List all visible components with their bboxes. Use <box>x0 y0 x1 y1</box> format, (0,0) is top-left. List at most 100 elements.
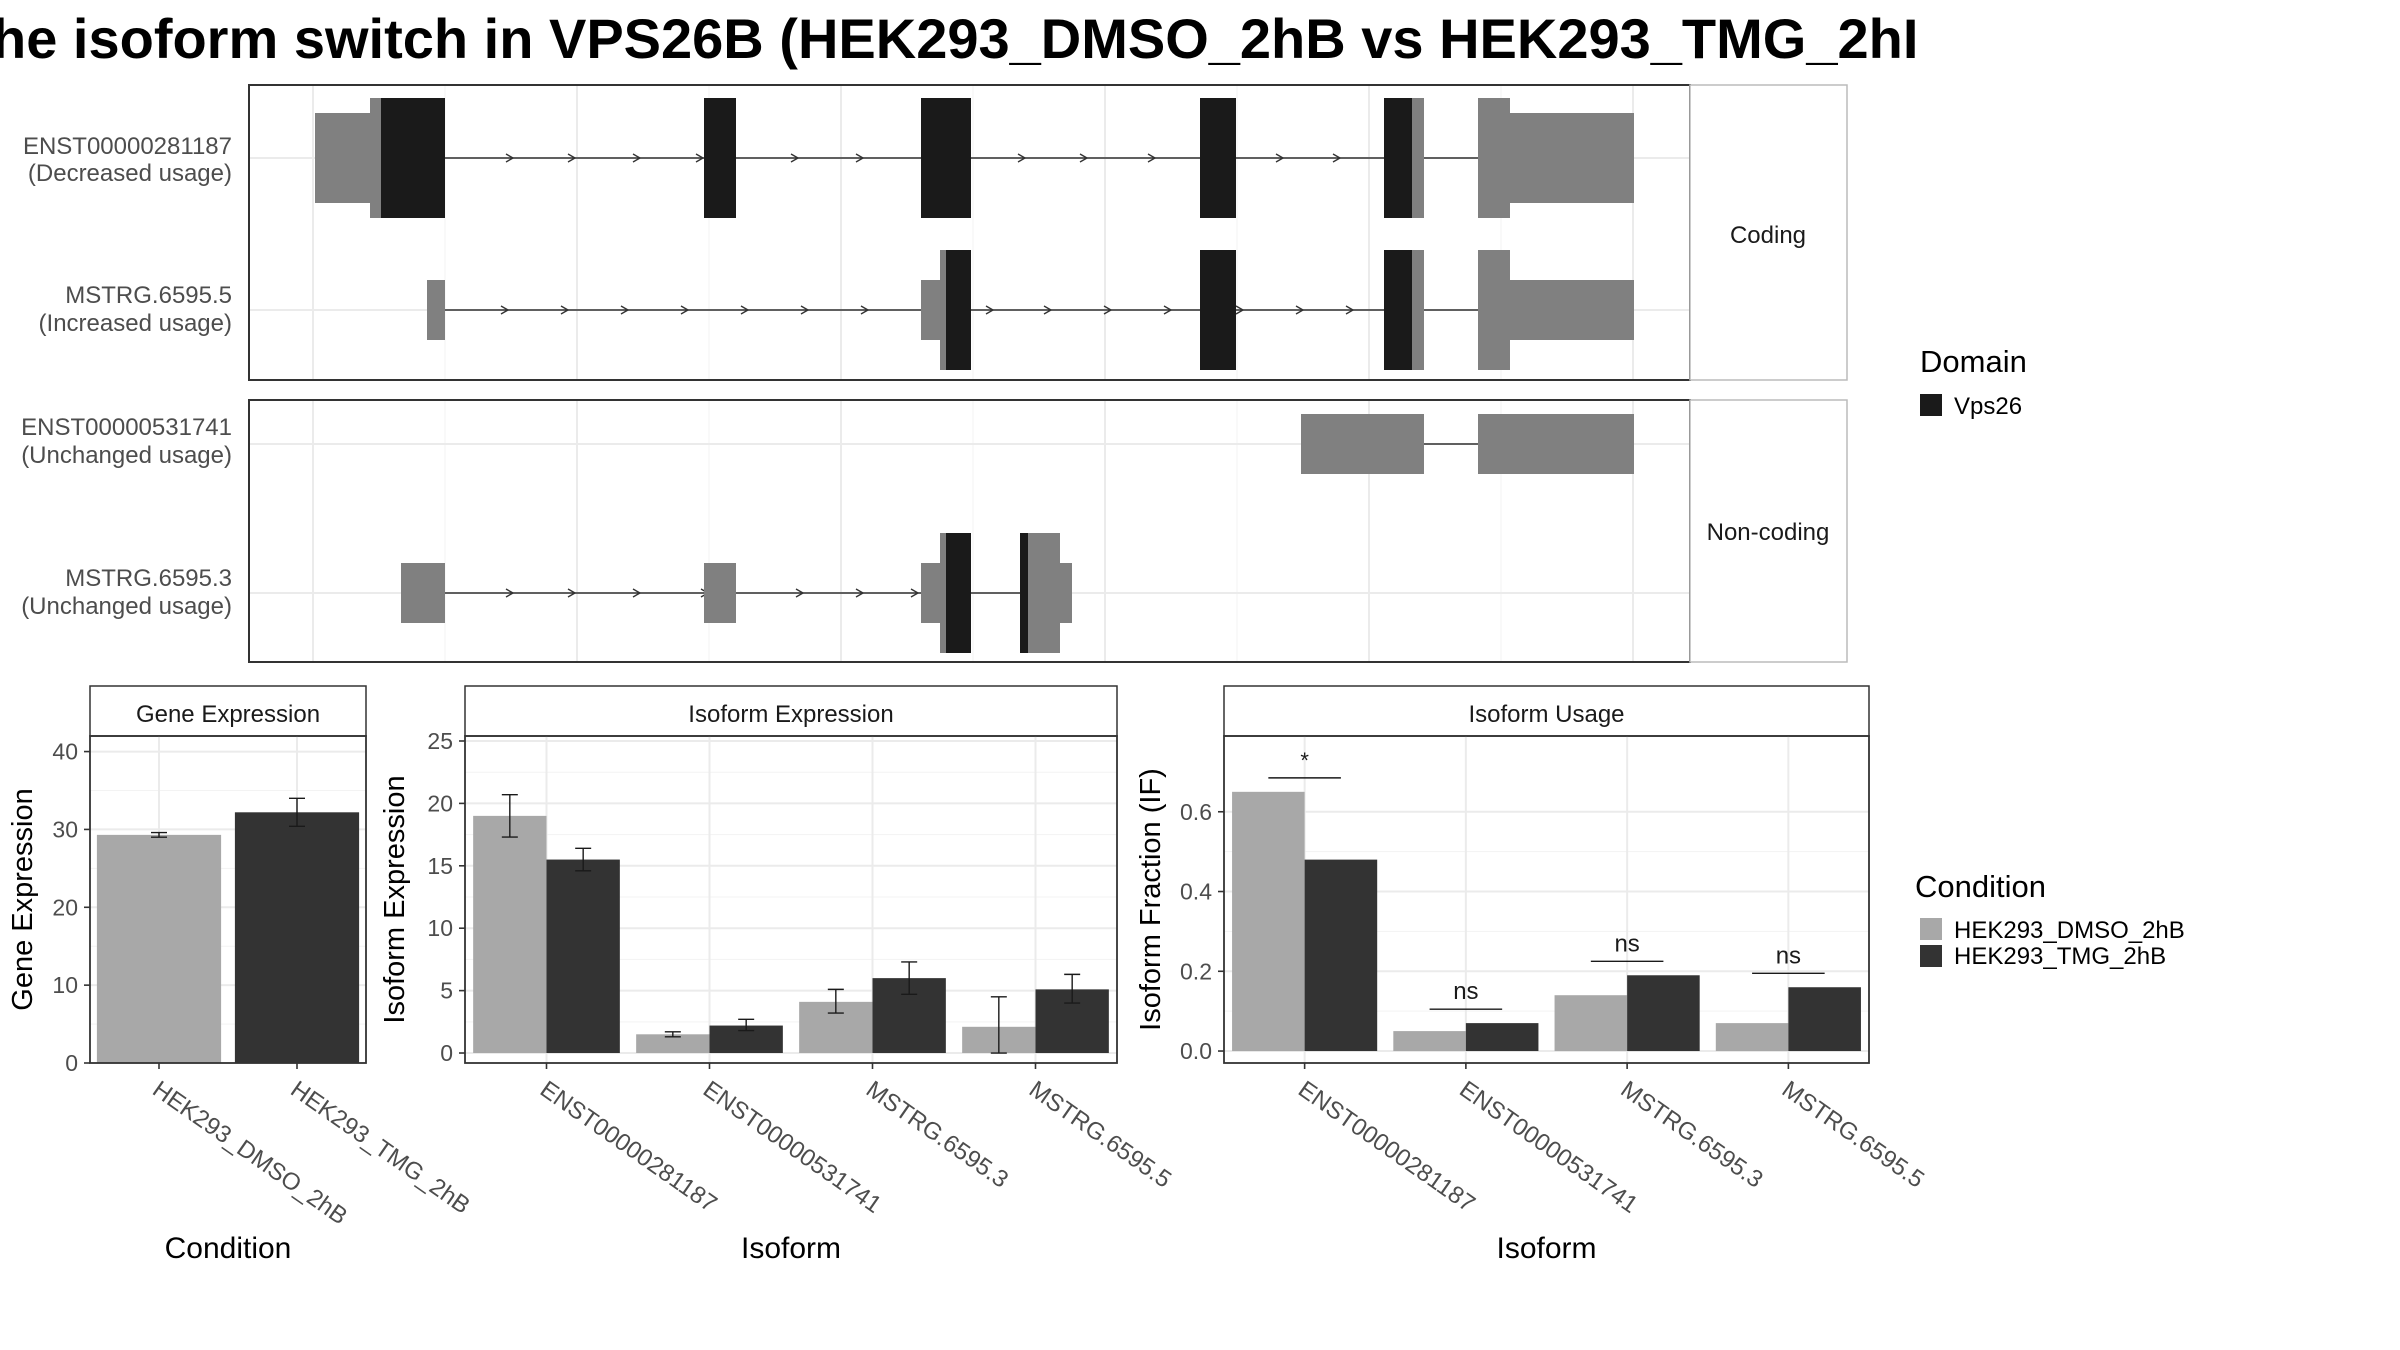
strand-arrow <box>1235 305 1245 315</box>
strand-arrow <box>1079 153 1089 163</box>
exon-block <box>315 113 370 203</box>
x-tick-label: ENST00000531741 <box>698 1076 886 1219</box>
exon-block <box>427 280 445 340</box>
significance-label: ns <box>1614 930 1639 957</box>
y-tick-label: 5 <box>440 978 453 1004</box>
x-axis-title: Isoform <box>741 1232 841 1265</box>
transcript-usage-enst531741: (Unchanged usage) <box>21 442 232 469</box>
transcript-label-mstrg65953: MSTRG.6595.3 <box>65 565 232 592</box>
error-bar <box>151 831 167 838</box>
exon-block <box>1478 98 1510 218</box>
strand-arrow <box>790 153 800 163</box>
condition-legend-label-dmso: HEK293_DMSO_2hB <box>1954 917 2185 944</box>
chart-strip <box>1223 685 1870 737</box>
y-tick-label: 0 <box>440 1040 453 1066</box>
strand-arrow <box>795 588 805 598</box>
chart-title: Isoform Expression <box>688 701 893 728</box>
bar-HEK293_DMSO_2hB-ENST00000281187 <box>473 815 547 1054</box>
chart-3: Isoform Usage * ns ns ns 0.0 0.2 0.4 0.6 ENST0000… <box>1135 685 1929 1265</box>
y-tick-label: 20 <box>427 790 453 816</box>
y-axis-title: Gene Expression <box>7 788 39 1010</box>
y-tick-label: 10 <box>52 972 78 998</box>
strand-arrow <box>1295 305 1305 315</box>
error-bar <box>575 847 592 872</box>
transcript-label-mstrg65955: MSTRG.6595.5 <box>65 282 232 309</box>
strand-arrow <box>1147 153 1157 163</box>
bar-HEK293_TMG_2hB-ENST00000281187 <box>546 859 620 1054</box>
exon-block <box>921 563 940 623</box>
exon-block <box>370 98 381 218</box>
strand-arrow <box>695 153 705 163</box>
strand-arrow <box>910 588 920 598</box>
exon-block <box>1478 414 1634 474</box>
x-tick-label: MSTRG.6595.5 <box>1024 1076 1176 1194</box>
y-tick-label: 0.0 <box>1180 1038 1212 1064</box>
vps26-domain-exon <box>1384 250 1412 370</box>
chart-strip <box>89 685 367 737</box>
exon-block <box>940 533 946 653</box>
bar-charts: Gene Expression010203040HEK293_DMSO_2hBH… <box>7 685 1929 1265</box>
strand-arrow <box>632 588 642 598</box>
significance-label: * <box>1300 748 1309 773</box>
bar-HEK293_TMG_2hB-MSTRG.6595.3 <box>1627 975 1700 1052</box>
transcript-usage-mstrg65955: (Increased usage) <box>39 310 232 337</box>
exon-block <box>1510 113 1634 203</box>
error-bar <box>1064 973 1081 1004</box>
x-tick-label: MSTRG.6595.5 <box>1777 1076 1929 1194</box>
exon-block <box>1412 98 1424 218</box>
transcript-usage-enst281187: (Decreased usage) <box>28 160 232 187</box>
transcript-structure-panel: Coding Non-coding ENST00000281187 (Decre… <box>21 84 1848 663</box>
error-bar <box>827 988 844 1014</box>
strand-arrow <box>1103 305 1113 315</box>
noncoding-strip <box>1689 399 1848 663</box>
vps26-domain-exon <box>946 533 971 653</box>
error-bar <box>738 1018 755 1032</box>
condition-legend-label-tmg: HEK293_TMG_2hB <box>1954 943 2166 970</box>
bar-HEK293_DMSO_2hB <box>96 834 222 1063</box>
strand-arrow <box>1163 305 1173 315</box>
vps26-domain-exon <box>1200 250 1236 370</box>
error-bar <box>501 793 518 838</box>
exon-block <box>940 250 946 370</box>
strand-arrow <box>1017 153 1027 163</box>
chart-strip <box>464 685 1118 737</box>
vps26-domain-exon <box>921 98 971 218</box>
vps26-domain-exon <box>1020 533 1028 653</box>
bar-HEK293_TMG_2hB-ENST00000281187 <box>1304 859 1378 1052</box>
y-tick-label: 0.6 <box>1180 799 1212 825</box>
strand-arrow <box>800 305 810 315</box>
strand-arrow <box>560 305 570 315</box>
vps26-domain-exon <box>381 98 445 218</box>
exon-block <box>704 563 736 623</box>
strand-arrow <box>1275 153 1285 163</box>
strand-arrow <box>505 153 515 163</box>
y-tick-label: 0.2 <box>1180 958 1212 984</box>
strand-arrow <box>500 305 510 315</box>
transcript-label-enst531741: ENST00000531741 <box>21 414 232 441</box>
y-tick-label: 25 <box>427 728 453 754</box>
bar-HEK293_TMG_2hB-ENST00000531741 <box>1465 1023 1539 1052</box>
domain-legend-title: Domain <box>1920 344 2027 379</box>
strand-arrow <box>567 153 577 163</box>
error-bar <box>289 797 305 828</box>
chart-title: Gene Expression <box>136 701 320 728</box>
y-tick-label: 0.4 <box>1180 879 1212 905</box>
strand-arrow <box>1332 153 1342 163</box>
error-bar <box>901 961 918 996</box>
x-axis-title: Isoform <box>1496 1232 1596 1265</box>
strand-arrow <box>855 153 865 163</box>
transcript-usage-mstrg65953: (Unchanged usage) <box>21 593 232 620</box>
strand-arrow <box>1345 305 1355 315</box>
x-tick-label: ENST00000281187 <box>1293 1076 1480 1218</box>
vps26-domain-exon <box>704 98 736 218</box>
y-tick-label: 40 <box>52 739 78 765</box>
strand-arrow <box>855 588 865 598</box>
exon-block <box>1510 280 1634 340</box>
figure-title: he isoform switch in VPS26B (HEK293_DMSO… <box>0 7 1918 70</box>
coding-strip-label: Coding <box>1730 222 1806 249</box>
x-axis-title: Condition <box>165 1232 292 1265</box>
y-tick-label: 20 <box>52 894 78 920</box>
x-tick-label: MSTRG.6595.3 <box>1616 1076 1768 1194</box>
condition-legend-swatch-tmg <box>1920 945 1942 967</box>
significance-label: ns <box>1776 942 1801 969</box>
